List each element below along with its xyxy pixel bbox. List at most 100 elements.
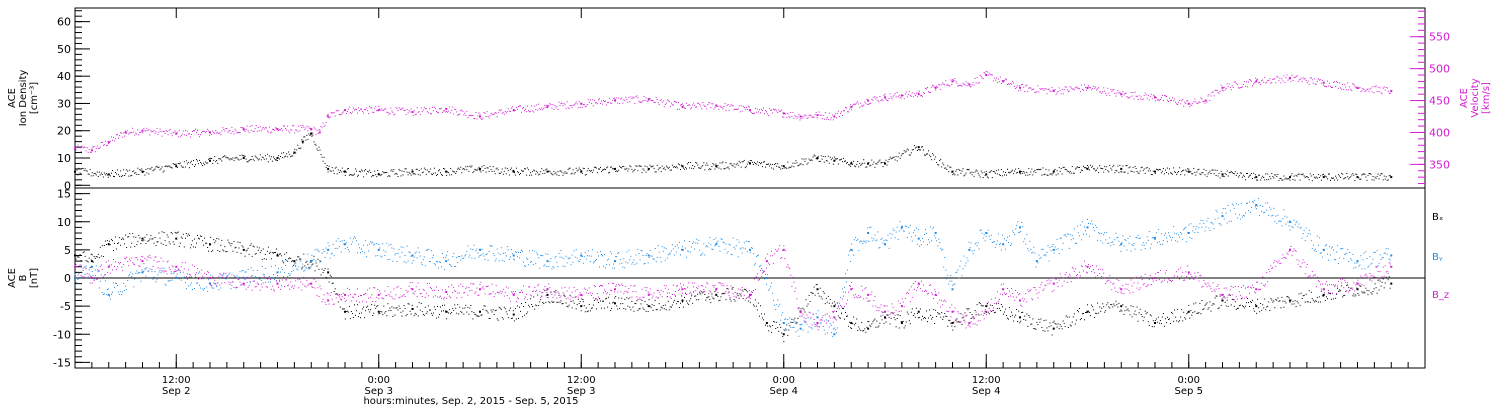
velocity-series-sample — [1382, 87, 1384, 89]
density-series-sample — [1289, 179, 1291, 181]
velocity-series-sample — [324, 124, 326, 126]
density-series-sample — [369, 169, 371, 171]
velocity-series-sample — [77, 144, 79, 146]
velocity-series-sample — [585, 105, 587, 107]
density-series-sample — [297, 144, 299, 146]
bx-series-sample — [138, 235, 140, 237]
density-series-sample — [1175, 172, 1177, 173]
by-series-sample — [521, 249, 522, 251]
density-series-sample — [1022, 172, 1024, 174]
bx-series-sample — [1329, 292, 1330, 294]
velocity-series-sample — [1151, 98, 1153, 100]
velocity-series-sample — [1196, 102, 1198, 104]
density-series-sample — [835, 158, 837, 160]
density-series-sample — [506, 167, 508, 169]
by-series-sample — [207, 291, 209, 293]
by-series-sample — [686, 256, 687, 258]
velocity-series-sample — [880, 100, 882, 102]
density-series-sample — [855, 166, 857, 168]
density-series-sample — [932, 153, 934, 155]
bx-series-sample — [595, 308, 597, 310]
velocity-series-sample — [1148, 99, 1150, 101]
bx-series-sample — [554, 291, 556, 293]
density-series-sample — [117, 169, 118, 171]
density-series-sample — [203, 162, 205, 164]
velocity-series-sample — [854, 103, 856, 105]
bx-series-sample — [863, 330, 865, 331]
density-series-sample — [89, 168, 91, 170]
velocity-series-sample — [1257, 78, 1259, 80]
velocity-series-sample — [853, 103, 855, 105]
by-series-sample — [476, 248, 478, 250]
density-series-sample — [1360, 178, 1362, 180]
density-series-sample — [405, 168, 407, 170]
bx-series-sample — [979, 303, 981, 304]
bx-series-sample — [1366, 290, 1368, 291]
velocity-series-sample — [1192, 102, 1194, 104]
bx-series-sample — [591, 307, 593, 309]
by-series-sample — [636, 262, 638, 264]
velocity-series-sample — [83, 146, 85, 148]
bx-series-point — [816, 288, 819, 291]
bx-series-sample — [1226, 299, 1228, 301]
bx-series-sample — [75, 258, 77, 260]
density-series-sample — [313, 141, 315, 143]
by-series-sample — [315, 260, 317, 262]
velocity-series-sample — [828, 112, 830, 114]
velocity-series-sample — [464, 112, 466, 114]
density-series-sample — [279, 158, 280, 160]
bx-series-sample — [543, 303, 545, 304]
velocity-series-sample — [1336, 81, 1338, 83]
by-series-sample — [379, 247, 381, 249]
bx-series-sample — [413, 315, 415, 317]
bx-series-sample — [1372, 291, 1374, 292]
velocity-series-sample — [1181, 100, 1183, 102]
bx-series-sample — [1092, 306, 1094, 308]
velocity-series-sample — [1217, 91, 1219, 93]
density-series-sample — [319, 149, 321, 151]
velocity-series-sample — [1029, 87, 1031, 89]
bx-series-sample — [458, 313, 460, 315]
density-series-sample — [462, 168, 464, 170]
density-series-sample — [384, 172, 386, 174]
density-series-sample — [765, 166, 766, 168]
bx-series-sample — [220, 244, 222, 246]
density-series-sample — [210, 157, 212, 159]
density-axis-label: ACEIon Density[cm⁻³] — [7, 70, 40, 127]
bx-series-sample — [905, 321, 907, 323]
density-series-sample — [646, 166, 648, 168]
density-series-sample — [413, 173, 415, 175]
bx-series-sample — [840, 317, 841, 319]
by-series-sample — [233, 275, 235, 277]
bx-series-sample — [362, 308, 364, 310]
bx-series-sample — [843, 307, 844, 309]
velocity-series-sample — [821, 118, 823, 120]
bx-series-sample — [987, 311, 989, 313]
velocity-series-sample — [737, 108, 739, 110]
bx-series-sample — [475, 314, 477, 316]
bx-series-sample — [1080, 318, 1082, 319]
density-series-sample — [691, 167, 693, 169]
density-series-sample — [1050, 173, 1052, 175]
by-series-sample — [459, 256, 461, 257]
bx-series-sample — [1044, 330, 1046, 332]
density-series-sample — [563, 172, 565, 174]
bx-series-sample — [1352, 295, 1354, 297]
velocity-series-sample — [1189, 106, 1191, 108]
density-series-sample — [636, 165, 638, 167]
bx-series-sample — [1279, 300, 1281, 302]
bx-series-sample — [109, 244, 111, 246]
velocity-series-sample — [694, 105, 696, 106]
velocity-series-sample — [981, 77, 983, 79]
velocity-series-sample — [551, 107, 553, 109]
bx-series-sample — [1074, 323, 1076, 325]
velocity-series-sample — [342, 111, 344, 113]
velocity-series-sample — [791, 116, 793, 118]
density-series-sample — [1304, 177, 1306, 179]
by-series-sample — [497, 252, 499, 254]
bx-series-sample — [104, 240, 106, 242]
by-series-sample — [340, 251, 342, 253]
by-series-sample — [409, 252, 411, 253]
velocity-series-sample — [1259, 81, 1261, 83]
